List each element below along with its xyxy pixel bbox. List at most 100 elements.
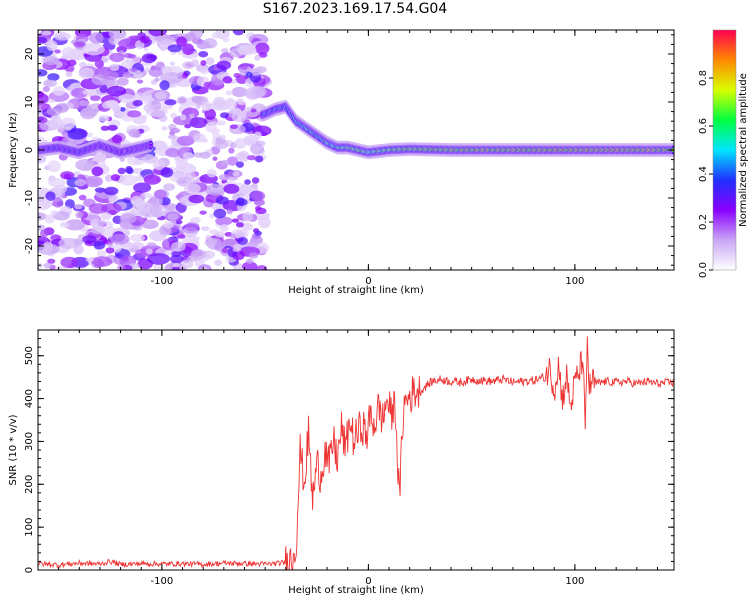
spectrogram-noise-blob xyxy=(47,98,56,104)
spectrogram-noise-blob xyxy=(44,214,55,224)
spectrogram-noise-blob xyxy=(109,233,130,245)
spectrogram-noise-blob xyxy=(43,262,53,269)
spectrogram-noise-blob xyxy=(216,60,232,70)
spectrogram-noise-blob xyxy=(215,216,233,226)
spectrogram-noise-blob xyxy=(245,71,253,78)
spectrogram-noise-blob xyxy=(237,44,257,56)
spectrogram-noise-blob xyxy=(110,174,121,182)
spectrogram-noise-blob xyxy=(219,112,230,119)
spectrogram-noise-blob xyxy=(229,124,238,130)
spectrogram-noise-blob xyxy=(105,99,119,108)
spectrogram-noise-blob xyxy=(250,190,266,202)
y-tick-label: 0 xyxy=(24,147,35,153)
spectrogram-noise-blob xyxy=(52,86,66,96)
spectrogram-noise-blob xyxy=(75,211,84,219)
spectrogram-noise-blob xyxy=(154,140,167,149)
spectrogram-noise-blob xyxy=(228,147,235,154)
spectrogram-noise-blob xyxy=(121,242,133,250)
spectrogram-noise-blob xyxy=(38,262,44,269)
spectrogram-noise-blob xyxy=(138,114,148,120)
spectrogram-noise-blob xyxy=(77,234,85,239)
spectrogram-noise-blob xyxy=(38,69,48,77)
spectrogram-noise-blob xyxy=(203,81,211,88)
snr-series-line xyxy=(38,336,674,570)
spectrogram-noise-blob xyxy=(143,47,149,52)
spectrogram-noise-blob xyxy=(40,229,49,238)
spectrogram-noise-blob xyxy=(220,224,229,229)
spectrogram-noise-blob xyxy=(146,253,171,265)
spectrogram-noise-blob xyxy=(84,175,103,188)
spectrogram-noise-blob xyxy=(242,211,253,222)
spectrogram-noise-blob xyxy=(47,160,61,173)
spectrogram-noise-blob xyxy=(79,61,87,69)
colorbar-tick-label: 0.6 xyxy=(698,118,709,134)
spectrogram-noise-blob xyxy=(91,166,104,177)
spectrogram-noise-blob xyxy=(154,91,167,100)
spectrogram-noise-blob xyxy=(67,128,87,140)
spectrogram-noise-blob xyxy=(107,124,118,131)
spectrogram-noise-blob xyxy=(255,265,268,270)
spectrogram-noise-blob xyxy=(129,67,138,72)
spectrogram-noise-blob xyxy=(74,204,83,210)
spectrogram-noise-blob xyxy=(211,32,220,39)
spectrogram-noise-blob xyxy=(150,205,163,217)
spectrogram-noise-blob xyxy=(241,261,258,270)
spectrogram-noise-blob xyxy=(225,90,234,96)
spectrogram-noise-blob xyxy=(223,98,238,110)
y-tick-label: 500 xyxy=(24,346,35,365)
spectrogram-noise-blob xyxy=(141,53,157,64)
spectrogram-noise-blob xyxy=(74,178,86,187)
spectrogram-noise-blob xyxy=(221,159,229,166)
page-title: S167.2023.169.17.54.G04 xyxy=(262,1,448,17)
ridge-core xyxy=(149,143,153,147)
spectrogram-noise-blob xyxy=(143,103,156,112)
spectrogram-noise-blob xyxy=(119,174,138,186)
spectrogram-noise-blob xyxy=(132,99,143,107)
colorbar-tick-label: 0.2 xyxy=(698,214,709,230)
spectrogram-noise-blob xyxy=(198,50,209,58)
spectrogram-noise-blob xyxy=(214,259,223,266)
snr-x-label: Height of straight line (km) xyxy=(288,585,424,596)
spectrogram-ridge xyxy=(38,99,674,160)
y-tick-label: 0 xyxy=(24,567,35,573)
spectrogram-noise-blob xyxy=(98,114,110,122)
spectrogram-noise-blob xyxy=(55,265,67,270)
spectrogram-noise-blob xyxy=(190,235,200,242)
spectrogram-noise-blob xyxy=(93,240,106,250)
spectrogram-noise-blob xyxy=(206,168,217,178)
spectrogram-noise-blob xyxy=(244,179,251,185)
spectrogram-noise-blob xyxy=(38,111,43,118)
spectrogram-noise-blob xyxy=(108,36,115,43)
spectrogram-noise-blob xyxy=(53,49,61,54)
spectrogram-noise-blob xyxy=(71,87,88,99)
spectrogram-noise-blob xyxy=(135,174,144,182)
spectrogram-noise-blob xyxy=(200,69,209,75)
spectrogram-noise-blob xyxy=(73,41,86,48)
spectrogram-noise-blob xyxy=(169,61,175,66)
spectrogram-noise-blob xyxy=(250,85,267,98)
spectrogram-noise-blob xyxy=(200,226,210,232)
spectrogram-noise-blob xyxy=(107,242,114,247)
spectrogram-noise-blob xyxy=(101,203,122,214)
spectrogram-noise-blob xyxy=(254,155,264,163)
spectrogram-noise-blob xyxy=(50,210,58,216)
spectrogram-noise-blob xyxy=(161,125,168,131)
spectrogram-noise-blob xyxy=(122,71,132,78)
spectrogram-noise-blob xyxy=(111,134,123,144)
spectrogram-noise-blob xyxy=(216,120,226,126)
spectrogram-noise-blob xyxy=(145,219,154,225)
spectrogram-noise-blob xyxy=(215,196,229,205)
spectrogram-noise-blob xyxy=(235,198,248,206)
spectrogram-noise-blob xyxy=(232,30,245,36)
spectrogram-noise-blob xyxy=(67,59,77,67)
spectrogram-noise-blob xyxy=(159,80,170,91)
spectrogram-noise-blob xyxy=(78,67,95,80)
spectrogram-noise-blob xyxy=(158,114,168,122)
x-tick-label: 0 xyxy=(365,276,371,287)
spectrogram-noise-blob xyxy=(170,112,178,119)
spectrogram-noise-blob xyxy=(250,108,257,113)
y-tick-label: 10 xyxy=(24,96,35,109)
spectrogram-noise-blob xyxy=(128,128,141,138)
spectrogram-noise-blob xyxy=(38,198,45,203)
spectrogram-noise-blob xyxy=(108,197,116,203)
